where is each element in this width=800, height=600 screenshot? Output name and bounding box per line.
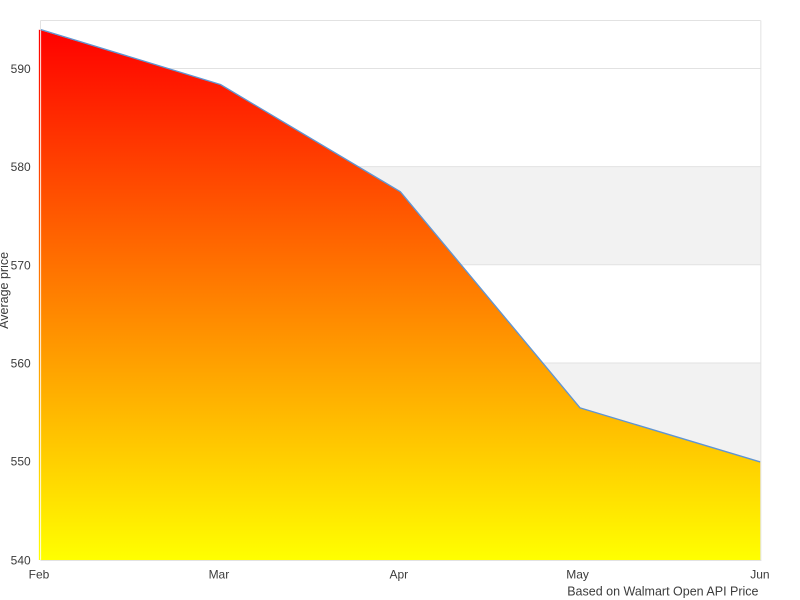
svg-text:Jun: Jun <box>750 567 769 581</box>
svg-text:Feb: Feb <box>29 567 50 581</box>
svg-text:570: 570 <box>11 258 31 272</box>
svg-text:Average price: Average price <box>0 252 11 329</box>
svg-text:Based on Walmart Open API Pric: Based on Walmart Open API Price <box>567 584 758 598</box>
svg-text:560: 560 <box>11 357 31 371</box>
svg-text:May: May <box>566 567 589 581</box>
svg-text:540: 540 <box>11 553 31 567</box>
svg-text:Apr: Apr <box>389 567 408 581</box>
svg-text:580: 580 <box>11 160 31 174</box>
svg-text:550: 550 <box>11 455 31 469</box>
svg-text:590: 590 <box>11 62 31 76</box>
svg-text:Mar: Mar <box>209 567 230 581</box>
